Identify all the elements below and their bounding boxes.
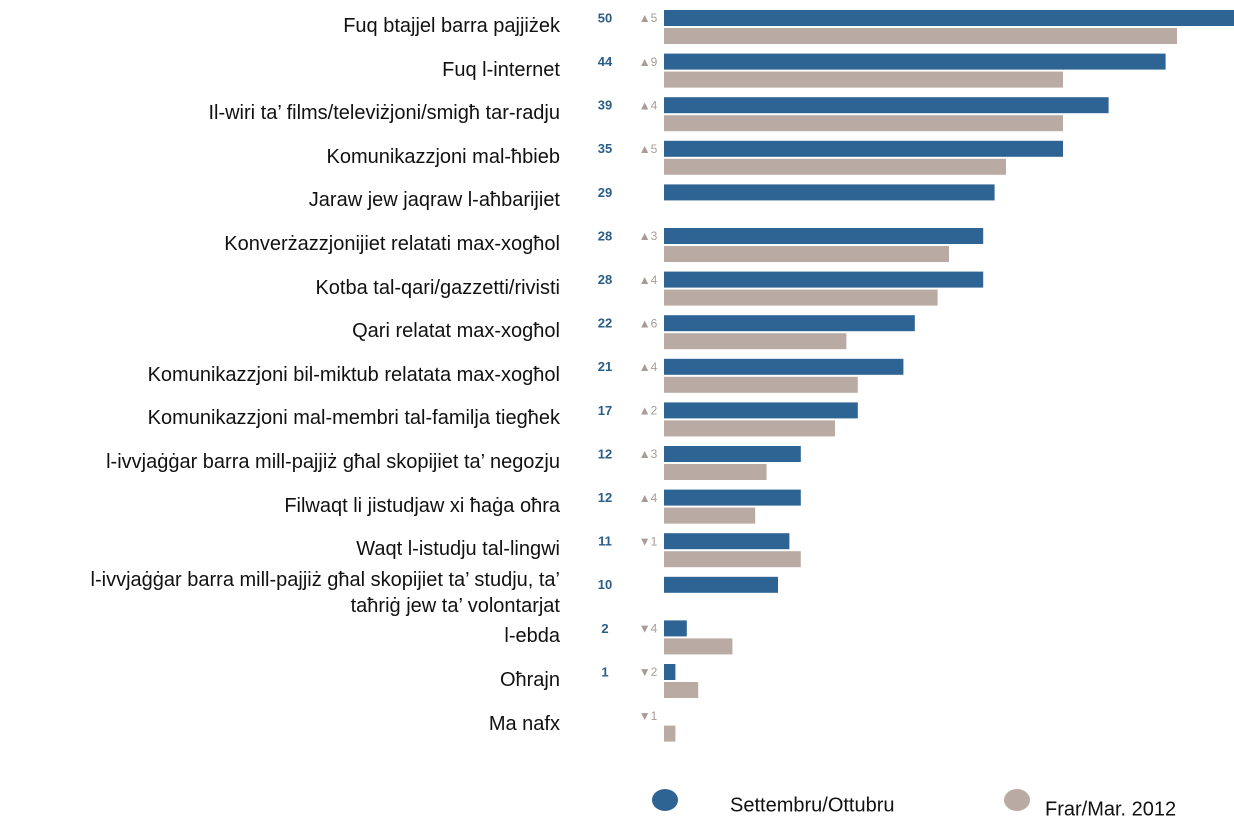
change-label: ▲4: [639, 98, 658, 112]
change-label: ▲9: [639, 55, 658, 69]
value-label: 29: [598, 185, 612, 200]
bar: [664, 71, 1063, 88]
bar: [664, 115, 1063, 132]
value-label: 1: [601, 664, 608, 679]
category-label: Jaraw jew jaqraw l-aħbarijiet: [308, 189, 560, 212]
bar: [664, 551, 801, 568]
bar: [664, 507, 756, 524]
value-label: 10: [598, 577, 612, 592]
category-label: Fuq btajjel barra pajjiżek: [343, 15, 560, 37]
bar: [664, 533, 790, 550]
category-label: l-ebda: [504, 625, 560, 648]
category-label: Il-wiri ta’ films/televiżjoni/smigħ tar-…: [208, 102, 560, 125]
change-label: ▲5: [639, 142, 658, 156]
category-label: Komunikazzjoni mal-membri tal-familja ti…: [147, 407, 560, 430]
legend-label: Settembru/Ottubru: [730, 794, 895, 816]
change-label: ▼1: [639, 534, 658, 548]
bar: [664, 28, 1177, 44]
bar: [664, 664, 676, 680]
change-label: ▲2: [639, 404, 658, 418]
value-label: 44: [598, 54, 613, 69]
legend-swatch: [652, 789, 678, 811]
category-label: l-ivvjaġġar barra mill-pajjiż għal skopi…: [106, 451, 560, 473]
category-label: Oħrajn: [499, 669, 560, 691]
change-label: ▲6: [639, 316, 658, 330]
value-label: 28: [598, 272, 612, 287]
value-label: 39: [598, 98, 612, 113]
change-label: ▲4: [639, 491, 658, 505]
bar: [664, 228, 984, 244]
bar: [664, 489, 801, 506]
value-label: 22: [598, 316, 612, 331]
bar: [664, 358, 904, 375]
category-label: Qari relatat max-xogħol: [352, 320, 560, 343]
bar: [664, 725, 676, 742]
change-label: ▼4: [639, 622, 658, 636]
change-label: ▼2: [639, 665, 658, 679]
bar: [664, 158, 1006, 175]
change-label: ▲3: [639, 229, 658, 243]
change-label: ▲3: [639, 447, 658, 461]
bar: [664, 315, 915, 332]
category-label: Komunikazzjoni mal-ħbieb: [326, 145, 560, 168]
bar: [664, 446, 801, 462]
value-label: 21: [598, 359, 612, 374]
value-label: 17: [598, 403, 612, 418]
bar: [664, 682, 699, 698]
bar: [664, 184, 995, 201]
bar: [664, 333, 847, 350]
bar: [664, 464, 767, 480]
value-label: 2: [601, 621, 608, 636]
bar: [664, 140, 1063, 157]
bar: [664, 53, 1166, 70]
category-label: Konverżazzjonijiet relatati max-xogħol: [224, 233, 560, 255]
category-label: Ma nafx: [488, 712, 560, 735]
category-label: Fuq l-internet: [442, 58, 560, 81]
bar: [664, 271, 984, 288]
bar: [664, 620, 687, 637]
bar: [664, 376, 858, 393]
bar: [664, 638, 733, 655]
legend-label: Frar/Mar. 2012: [1045, 798, 1176, 820]
category-label: Kotba tal-qari/gazzetti/rivisti: [315, 276, 560, 299]
category-label: Waqt l-istudju tal-lingwi: [356, 538, 560, 561]
change-label: ▲4: [639, 273, 658, 287]
bar: [664, 246, 949, 262]
value-label: 28: [598, 228, 612, 243]
value-label: 11: [598, 534, 612, 549]
value-label: 35: [598, 141, 612, 156]
change-label: ▼1: [639, 709, 658, 723]
category-label: l-ivvjaġġar barra mill-pajjiż għal skopi…: [90, 568, 560, 617]
bar: [664, 289, 938, 306]
bar: [664, 10, 1234, 26]
change-label: ▲4: [639, 360, 658, 374]
value-label: 50: [598, 10, 612, 25]
category-label: Komunikazzjoni bil-miktub relatata max-x…: [147, 363, 560, 386]
legend-swatch: [1004, 789, 1030, 811]
change-label: ▲5: [639, 11, 658, 25]
value-label: 12: [598, 490, 612, 505]
value-label: 12: [598, 446, 612, 461]
category-label: Filwaqt li jistudjaw xi ħaġa oħra: [284, 494, 560, 517]
bar: [664, 576, 778, 593]
bar: [664, 420, 835, 437]
bar: [664, 97, 1109, 114]
bar: [664, 402, 858, 419]
